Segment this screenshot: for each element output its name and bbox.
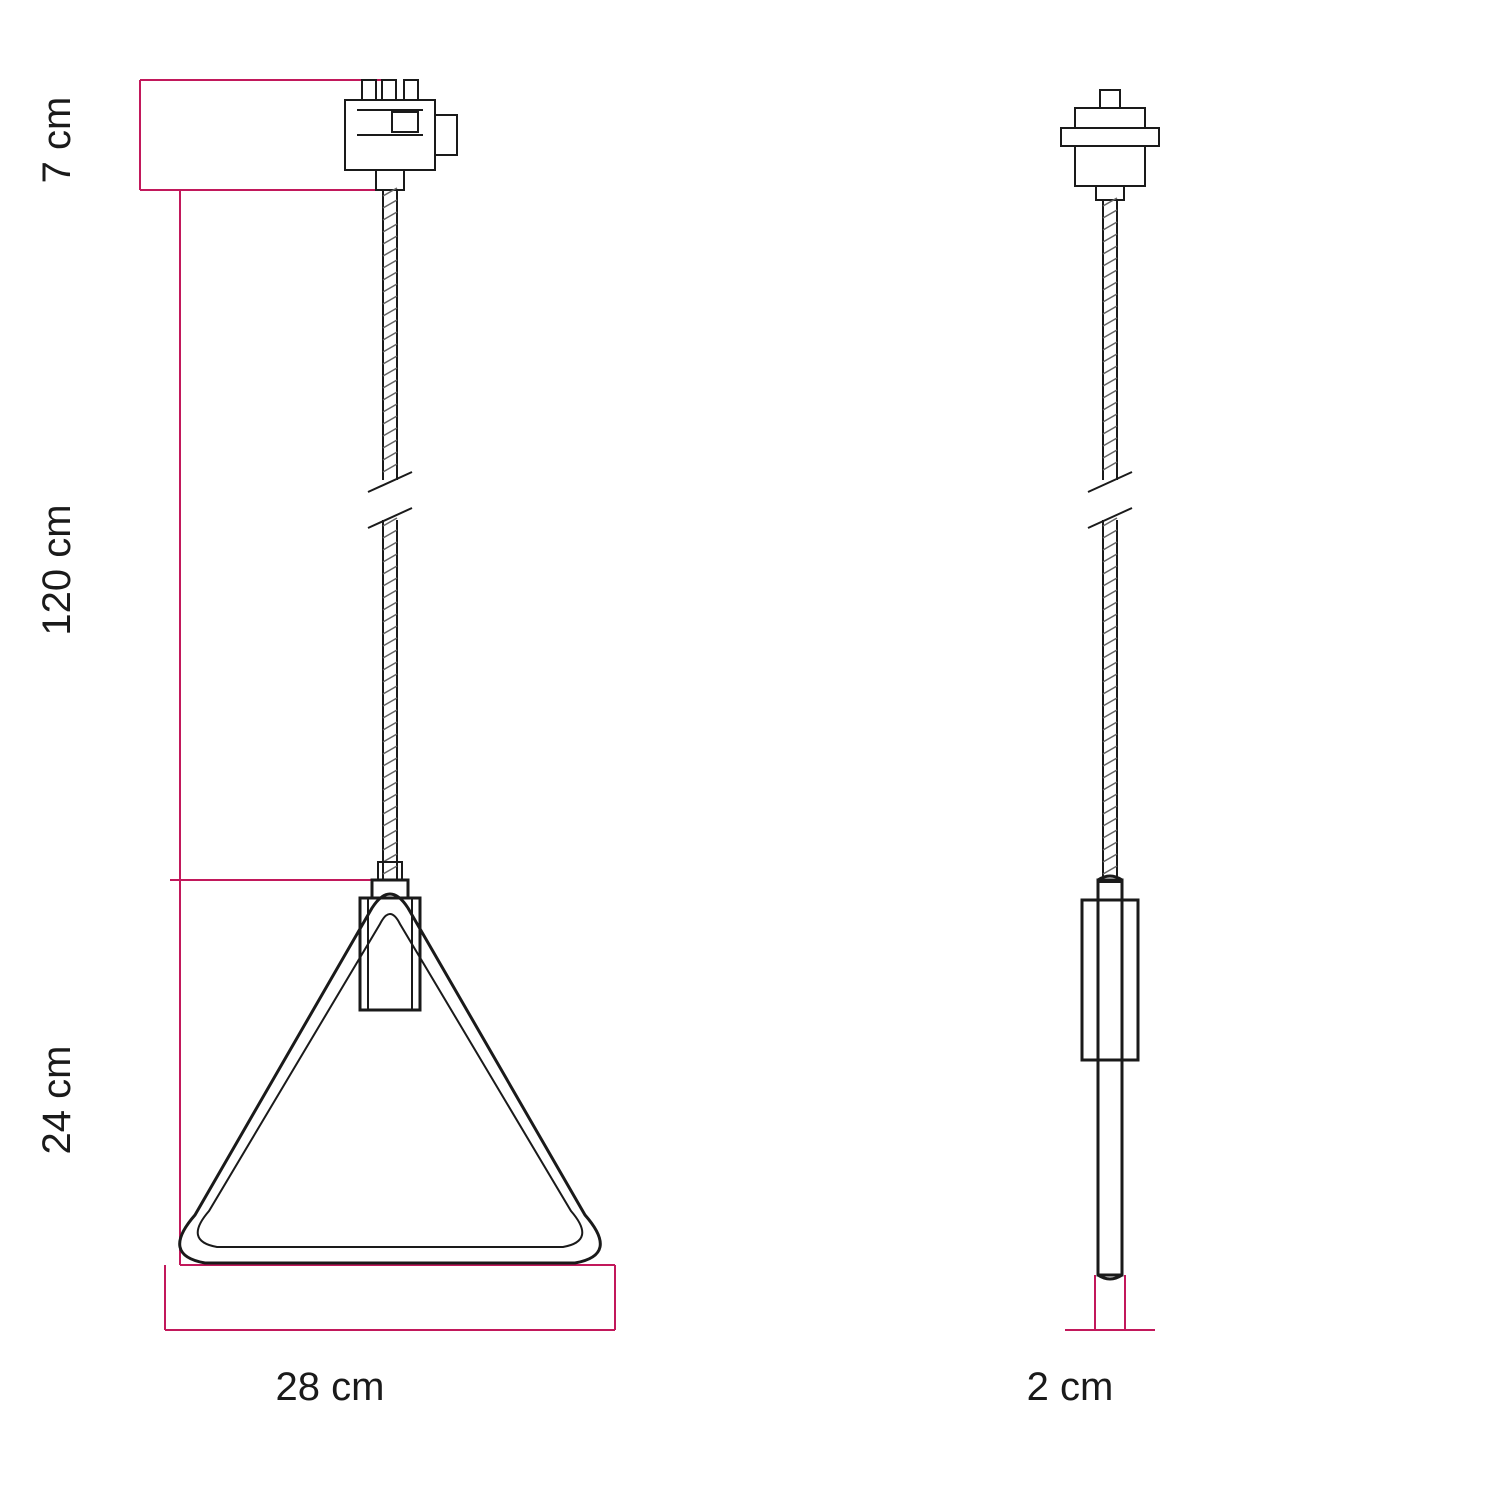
dim-shade-width: 28 cm bbox=[276, 1365, 385, 1409]
side-view bbox=[1061, 90, 1159, 1279]
dim-connector-height: 7 cm bbox=[35, 97, 79, 184]
technical-drawing: 7 cm 120 cm 24 cm 28 cm 2 cm bbox=[0, 0, 1500, 1500]
dim-shade-height: 24 cm bbox=[35, 1046, 79, 1155]
dim-cable-length: 120 cm bbox=[35, 504, 79, 635]
front-view bbox=[180, 80, 601, 1263]
dim-side-width: 2 cm bbox=[1027, 1365, 1114, 1409]
